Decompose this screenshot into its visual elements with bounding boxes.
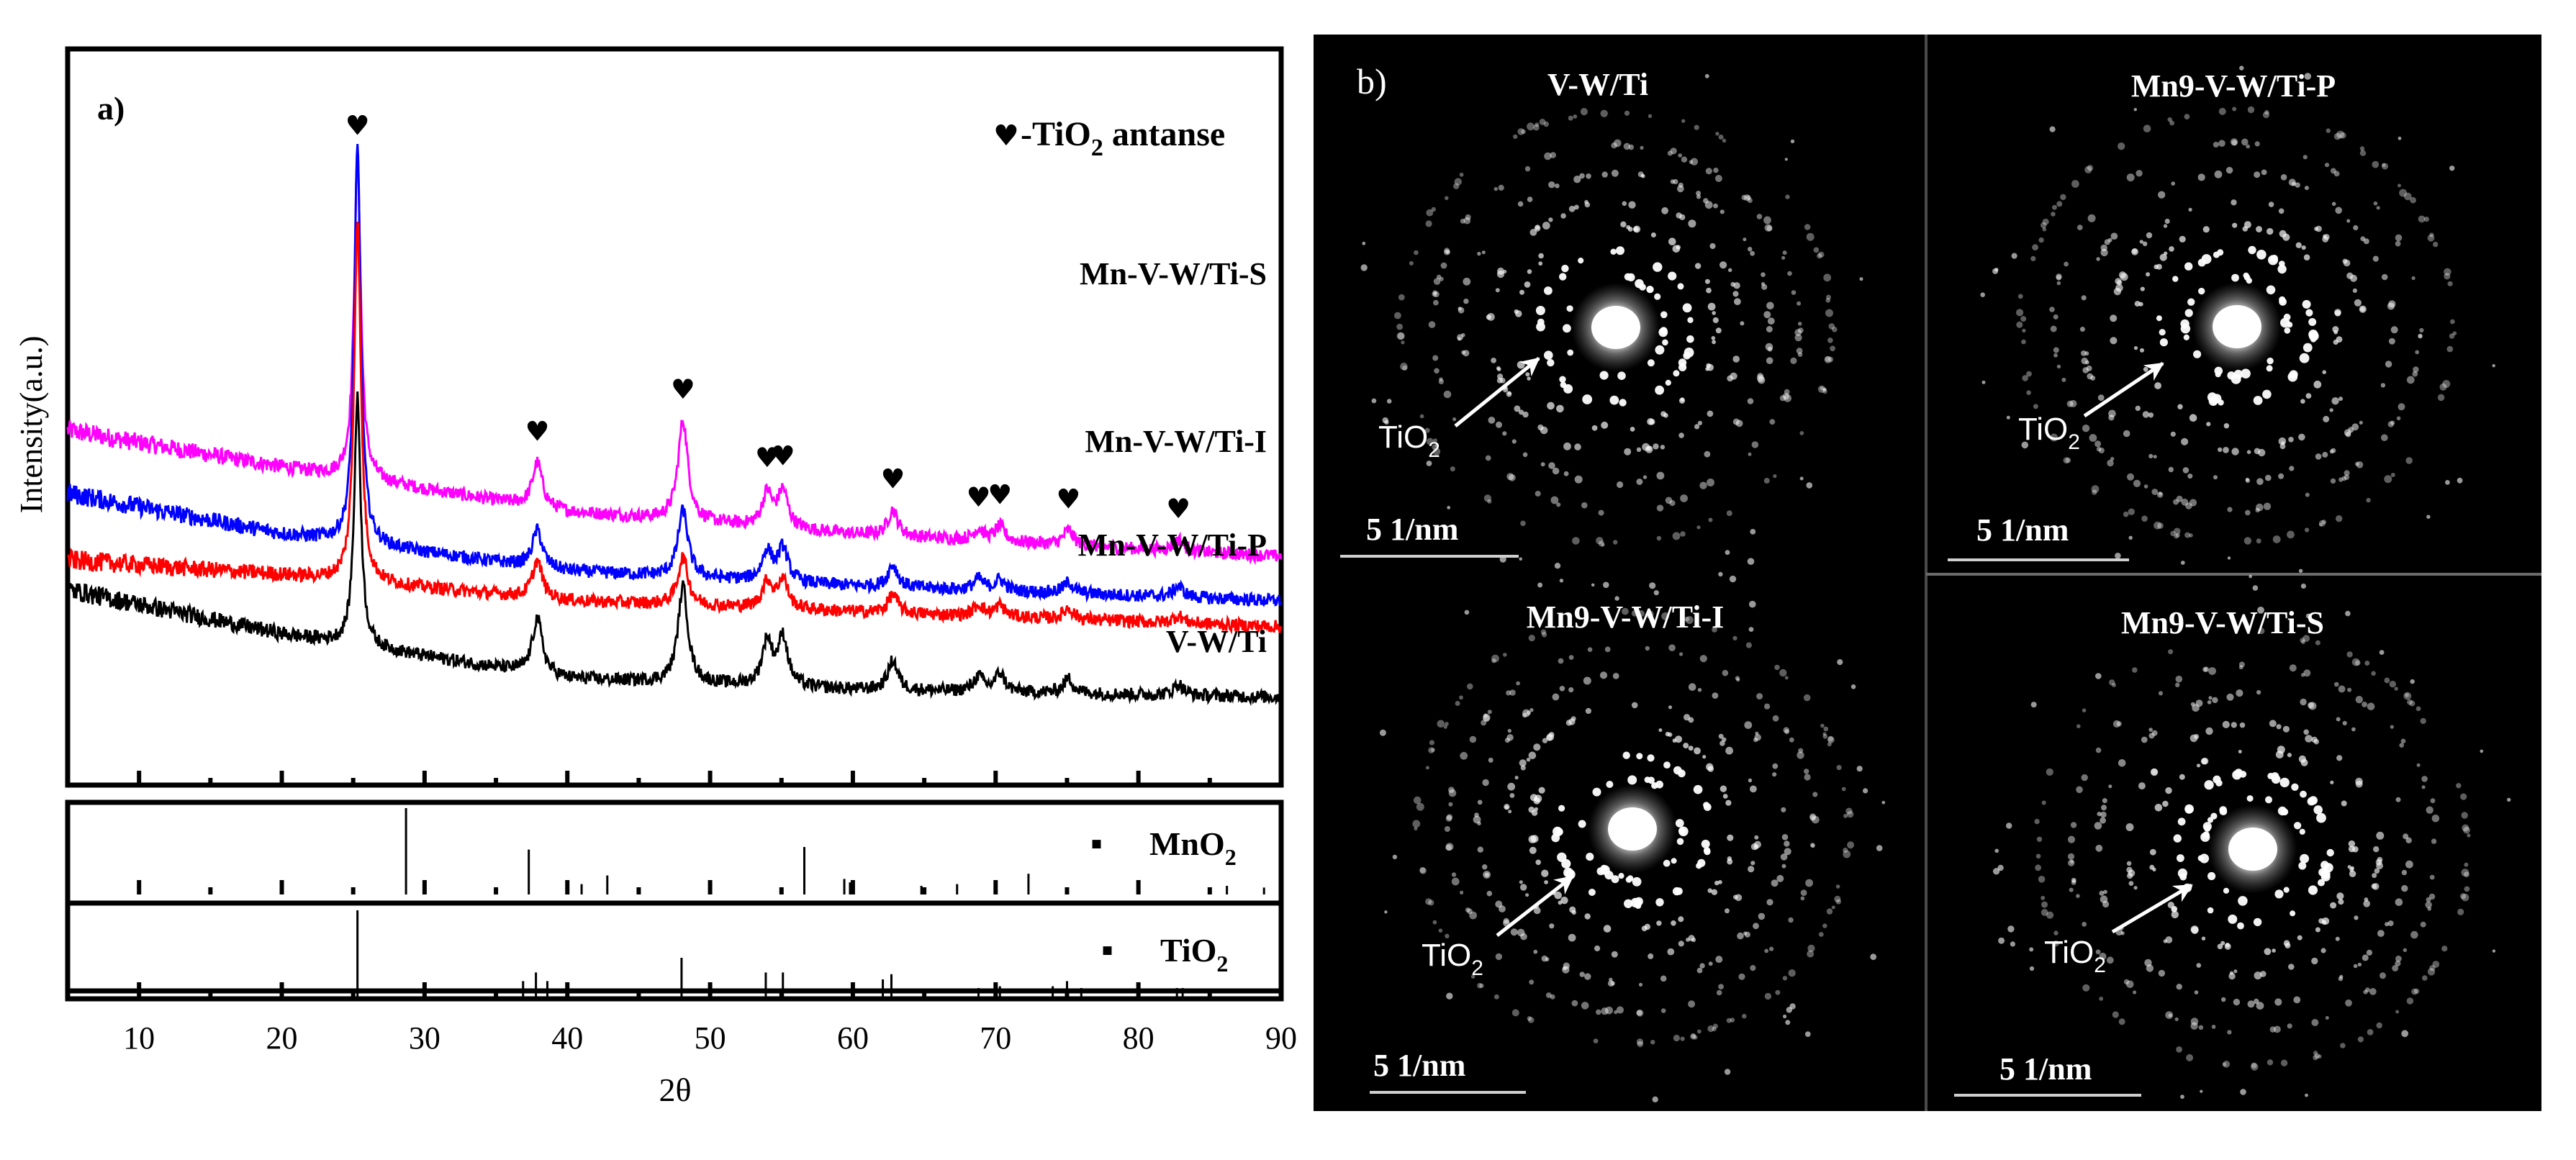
x-tick-label: 20 bbox=[266, 1020, 298, 1056]
anatase-peak-markers: ♥♥♥♥♥♥♥♥ ♥ ♥ bbox=[345, 110, 1191, 525]
main-axis-ticks bbox=[137, 771, 1212, 785]
tio2-arrow-4 bbox=[2111, 883, 2193, 934]
heart-marker-icon: ♥ bbox=[525, 415, 550, 447]
tio2-arrow-2 bbox=[2083, 361, 2164, 418]
mno2-label: MnO2 bbox=[1149, 825, 1237, 870]
panel-b-label: b) bbox=[1357, 61, 1387, 101]
tio2-arrow-1 bbox=[1454, 357, 1540, 427]
saed-panel: b) V-W/Ti Mn9-V-W/Ti-P Mn9-V-W/Ti-I Mn9-… bbox=[1314, 35, 2541, 1111]
scale-label-4: 5 1/nm bbox=[1999, 1051, 2092, 1087]
scale-label-1: 5 1/nm bbox=[1366, 512, 1458, 547]
tio2-ring-label-2: TiO2 bbox=[2018, 412, 2080, 454]
diffraction-pattern bbox=[1980, 65, 2495, 591]
panel-a-label: a) bbox=[97, 90, 125, 127]
series-label-v-w-ti: V-W/Ti bbox=[1166, 624, 1267, 659]
heart-marker-icon: ♥ bbox=[755, 442, 779, 473]
x-tick-label: 80 bbox=[1123, 1020, 1154, 1056]
heart-marker-icon: ♥ bbox=[1056, 484, 1080, 515]
mno2-legend-marker: ▪ bbox=[1090, 825, 1103, 863]
xrd-series-mn-v-w-ti-i bbox=[66, 144, 1283, 608]
heart-marker-icon: ♥ bbox=[345, 110, 370, 142]
xrd-main-frame bbox=[65, 46, 1284, 788]
legend-text: -TiO2 antanse bbox=[1021, 115, 1225, 161]
mno2-reference-frame bbox=[65, 799, 1284, 994]
series-label-mn-v-w-ti-i: Mn-V-W/Ti-I bbox=[1085, 424, 1267, 459]
heart-marker-icon: ♥ bbox=[966, 481, 990, 513]
mno2-reference-lines bbox=[137, 808, 1265, 894]
x-tick-label: 90 bbox=[1265, 1020, 1297, 1056]
heart-marker-icon: ♥ bbox=[671, 373, 695, 405]
series-label-mn-v-w-ti-p: Mn-V-W/Ti-P bbox=[1078, 527, 1267, 563]
scale-label-2: 5 1/nm bbox=[1976, 512, 2069, 548]
saed-title-v-w-ti: V-W/Ti bbox=[1547, 67, 1648, 102]
tio2-ring-label-1: TiO2 bbox=[1378, 420, 1440, 462]
heart-marker-icon: ♥ bbox=[880, 463, 905, 494]
diffraction-pattern bbox=[1379, 571, 1886, 1103]
saed-title-mn9-v-w-ti-i: Mn9-V-W/Ti-I bbox=[1527, 599, 1725, 635]
tio2-label: TiO2 bbox=[1160, 932, 1228, 977]
x-tick-label: 60 bbox=[837, 1020, 869, 1056]
legend-heart-icon: ♥ bbox=[993, 119, 1019, 153]
tio2-ring-label-4: TiO2 bbox=[2044, 935, 2106, 977]
tio2-reference-lines bbox=[137, 910, 1212, 997]
x-tick-label: 40 bbox=[551, 1020, 583, 1056]
xrd-series-mn-v-w-ti-p bbox=[67, 222, 1283, 635]
scale-label-3: 5 1/nm bbox=[1373, 1048, 1465, 1083]
tio2-ring-label-3: TiO2 bbox=[1422, 938, 1483, 980]
saed-title-mn9-v-w-ti-s: Mn9-V-W/Ti-S bbox=[2121, 605, 2324, 640]
heart-marker-icon: ♥ bbox=[1166, 493, 1190, 525]
xrd-panel: ♥♥♥♥♥♥♥♥ ♥ ♥ 10 20 30 40 50 60 70 80 90 a) ♥ -TiO2… bbox=[14, 46, 1297, 1108]
x-tick-labels: 10 20 30 40 50 60 70 80 90 bbox=[123, 1020, 1297, 1056]
xrd-series-v-w-ti bbox=[66, 391, 1283, 707]
xrd-series-mn-v-w-ti-s bbox=[66, 158, 1283, 566]
saed-diffraction-spots bbox=[1360, 65, 2511, 1103]
xrd-curves bbox=[66, 144, 1283, 707]
y-axis-label: Intensity(a.u.) bbox=[14, 336, 49, 514]
heart-marker-icon: ♥ bbox=[771, 440, 795, 472]
heart-marker-icon: ♥ bbox=[988, 479, 1012, 511]
tio2-reference-frame bbox=[65, 900, 1284, 1002]
diffraction-pattern bbox=[1360, 73, 1863, 596]
diffraction-pattern bbox=[1992, 607, 2511, 1099]
tio2-legend-marker: ▪ bbox=[1101, 931, 1113, 969]
series-label-mn-v-w-ti-s: Mn-V-W/Ti-S bbox=[1080, 256, 1267, 291]
tio2-arrow-3 bbox=[1496, 875, 1574, 937]
x-tick-label: 70 bbox=[980, 1020, 1011, 1056]
x-tick-label: 30 bbox=[409, 1020, 440, 1056]
x-tick-label: 10 bbox=[123, 1020, 155, 1056]
x-tick-label: 50 bbox=[695, 1020, 726, 1056]
saed-title-mn9-v-w-ti-p: Mn9-V-W/Ti-P bbox=[2131, 68, 2336, 104]
x-axis-label: 2θ bbox=[659, 1071, 691, 1108]
